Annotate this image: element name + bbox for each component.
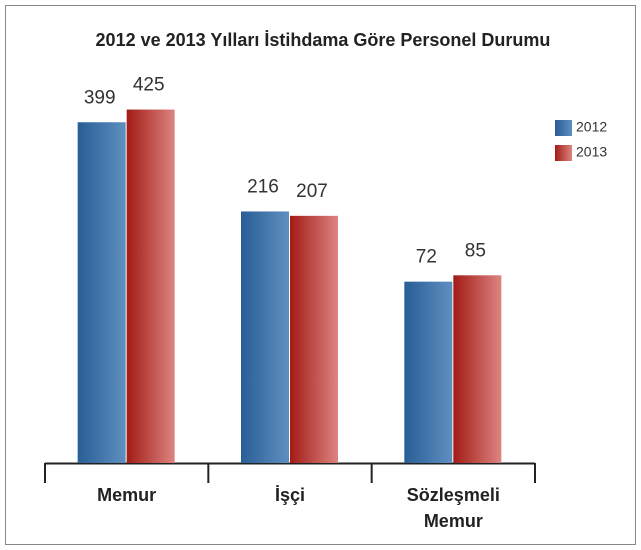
data-label: 207 xyxy=(296,181,328,202)
data-label: 216 xyxy=(247,176,279,197)
data-label: 399 xyxy=(84,87,116,108)
chart-title: 2012 ve 2013 Yılları İstihdama Göre Pers… xyxy=(96,30,551,50)
bar xyxy=(290,215,338,463)
legend-label: 2013 xyxy=(576,144,607,160)
legend-swatch xyxy=(555,120,572,136)
data-label: 85 xyxy=(465,240,486,261)
bar xyxy=(241,211,289,463)
bar xyxy=(404,281,453,463)
bar xyxy=(77,122,126,464)
bar xyxy=(453,275,502,463)
legend-swatch xyxy=(555,145,572,161)
x-tick-label: İşçi xyxy=(274,485,306,505)
x-tick-label: Sözleşmeli Memur xyxy=(406,485,500,531)
bar xyxy=(126,109,175,463)
x-tick-label: Memur xyxy=(97,485,157,505)
legend-label: 2012 xyxy=(576,119,607,135)
data-label: 425 xyxy=(133,75,165,96)
data-label: 72 xyxy=(416,247,437,268)
